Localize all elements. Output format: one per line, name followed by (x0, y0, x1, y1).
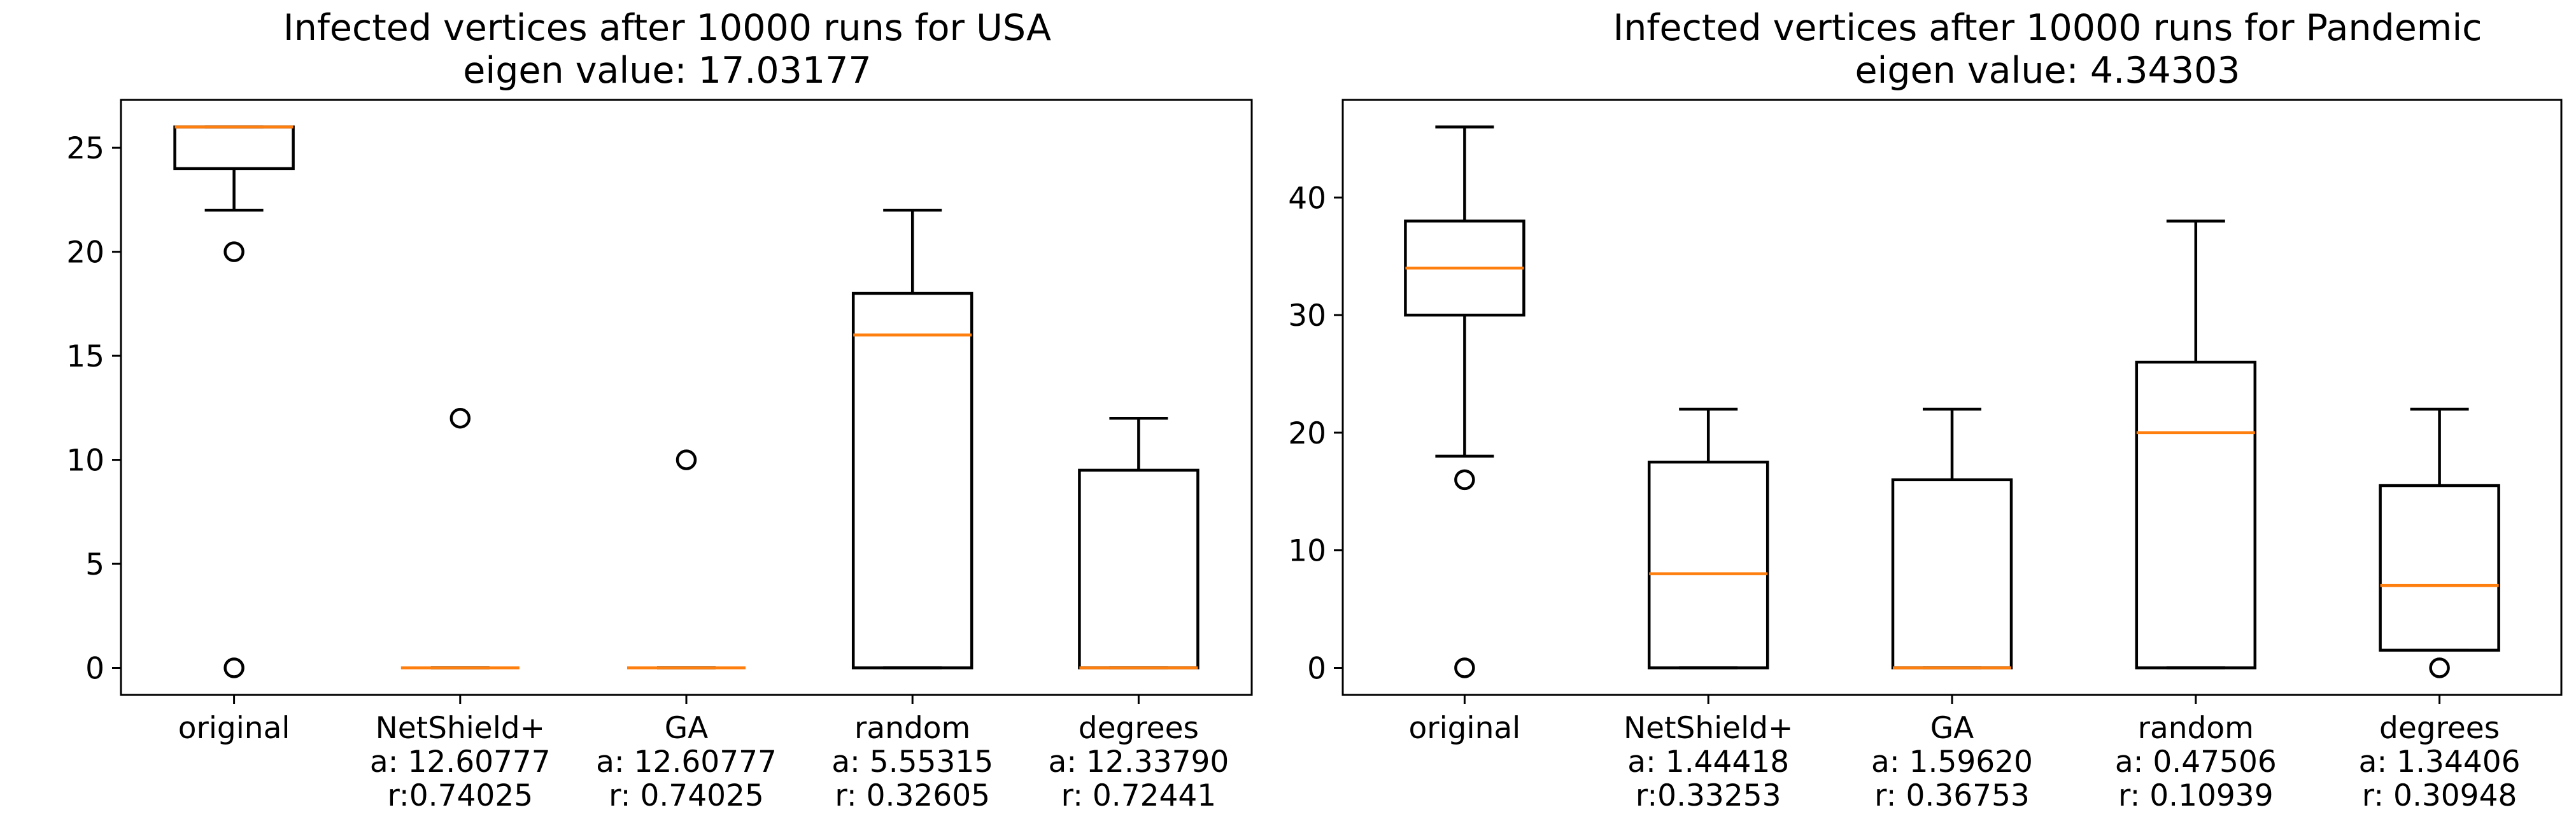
x-tick-label: degrees (1079, 711, 1199, 746)
outlier-point (1454, 469, 1475, 491)
x-tick-label: a: 1.44418 (1627, 745, 1789, 780)
x-tick-label: original (1409, 711, 1521, 746)
y-tick-label: 10 (66, 444, 104, 479)
y-tick-label: 5 (85, 547, 104, 582)
x-tick-label: a: 0.47506 (2115, 745, 2277, 780)
x-tick-label: random (854, 711, 970, 746)
x-tick-label: random (2138, 711, 2254, 746)
y-tick-label: 20 (66, 235, 104, 270)
x-tick-label: r: 0.30948 (2362, 778, 2517, 813)
chart-usa: Infected vertices after 10000 runs for U… (66, 7, 1253, 813)
x-tick-label: a: 12.60777 (596, 745, 777, 780)
outlier-point (223, 657, 244, 678)
outlier-point (2429, 657, 2450, 678)
x-tick-label: r: 0.72441 (1061, 778, 1217, 813)
chart-pandemic-title: Infected vertices after 10000 runs for P… (1613, 7, 2482, 49)
y-tick-label: 0 (1307, 652, 1326, 687)
y-tick-label: 40 (1288, 181, 1326, 216)
x-tick-label: r:0.33253 (1636, 778, 1781, 813)
box (2379, 484, 2500, 652)
x-tick-label: GA (1930, 711, 1974, 746)
x-tick-label: a: 12.60777 (370, 745, 551, 780)
x-tick-label: GA (665, 711, 709, 746)
chart-pandemic-subtitle: eigen value: 4.34303 (1855, 50, 2240, 92)
axes-frame (120, 99, 1253, 696)
x-tick-label: degrees (2379, 711, 2500, 746)
x-tick-label: r: 0.74025 (609, 778, 764, 813)
chart-usa-subtitle: eigen value: 17.03177 (463, 50, 871, 92)
y-tick-label: 0 (85, 652, 104, 687)
chart-pandemic-plot-area: 0 10 20 30 40 original NetShield+a: 1.44418r:0… (1288, 99, 2563, 813)
axes-frame (1341, 99, 2563, 696)
chart-pandemic: Infected vertices after 10000 runs for P… (1288, 7, 2563, 813)
y-tick-label: 30 (1288, 298, 1326, 333)
outlier-point (1454, 657, 1475, 678)
box (2135, 360, 2257, 669)
x-tick-label: original (178, 711, 290, 746)
x-tick-label: a: 1.59620 (1871, 745, 2033, 780)
x-tick-label: r: 0.10939 (2118, 778, 2274, 813)
y-tick-label: 10 (1288, 534, 1326, 569)
x-tick-label: a: 12.33790 (1048, 745, 1229, 780)
y-tick-label: 15 (66, 339, 104, 374)
x-tick-label: NetShield+ (1624, 711, 1793, 746)
x-tick-label: a: 1.34406 (2359, 745, 2521, 780)
outlier-point (223, 241, 244, 262)
outlier-point (676, 449, 697, 470)
y-tick-label: 25 (66, 131, 104, 166)
x-tick-label: r:0.74025 (387, 778, 533, 813)
x-tick-label: NetShield+ (376, 711, 545, 746)
chart-usa-title: Infected vertices after 10000 runs for U… (283, 7, 1051, 49)
x-tick-label: r: 0.36753 (1874, 778, 2030, 813)
y-tick-label: 20 (1288, 416, 1326, 451)
x-tick-label: r: 0.32605 (835, 778, 990, 813)
x-tick-label: a: 5.55315 (832, 745, 993, 780)
outlier-point (449, 407, 471, 429)
box (851, 291, 973, 669)
box (1647, 460, 1769, 669)
